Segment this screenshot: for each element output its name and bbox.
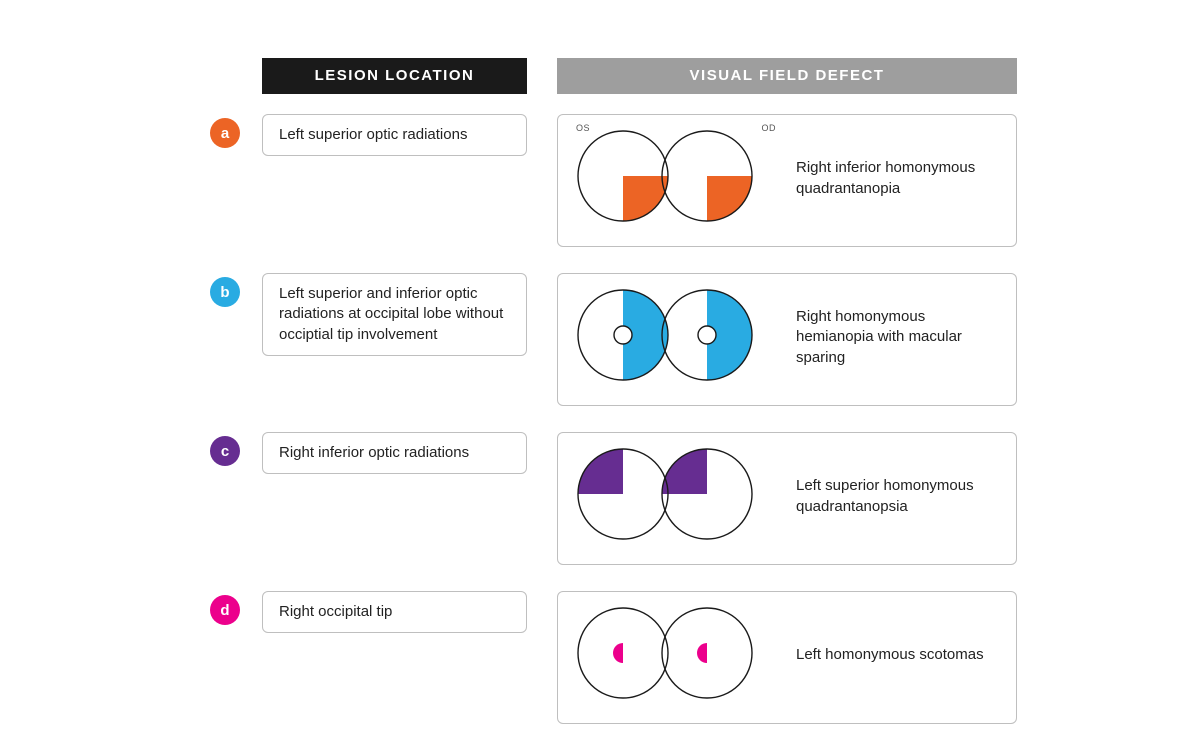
eye-labels: OS OD <box>576 123 776 133</box>
row-b: b Left superior and inferior optic radia… <box>210 273 1030 406</box>
eye-diagram <box>572 443 782 550</box>
row-badge: c <box>210 436 240 466</box>
vfd-box: Left superior homonymous quadrantanopsia <box>557 432 1017 565</box>
eye-diagram <box>572 125 782 232</box>
row-d: d Right occipital tip Left homonymous sc… <box>210 591 1030 724</box>
eye-diagram <box>572 602 782 709</box>
row-badge: b <box>210 277 240 307</box>
defect-text: Left superior homonymous quadrantanopsia <box>782 476 1002 517</box>
row-badge: d <box>210 595 240 625</box>
lesion-box: Left superior optic radiations <box>262 114 527 156</box>
vfd-box: Left homonymous scotomas <box>557 591 1017 724</box>
eye-diagram <box>572 284 782 391</box>
defect-text: Right homonymous hemianopia with macular… <box>782 307 1002 368</box>
row-badge: a <box>210 118 240 148</box>
lesion-box: Right occipital tip <box>262 591 527 633</box>
defect-text: Left homonymous scotomas <box>782 645 984 665</box>
header-lesion: LESION LOCATION <box>262 58 527 94</box>
vfd-box: Right homonymous hemianopia with macular… <box>557 273 1017 406</box>
diagram-container: LESION LOCATION VISUAL FIELD DEFECT a Le… <box>210 58 1030 750</box>
row-c: c Right inferior optic radiations Left s… <box>210 432 1030 565</box>
defect-text: Right inferior homonymous quadrantanopia <box>782 158 1002 199</box>
header-row: LESION LOCATION VISUAL FIELD DEFECT <box>262 58 1030 94</box>
rows-container: a Left superior optic radiations OS OD R… <box>210 114 1030 724</box>
vfd-box: OS OD Right inferior homonymous quadrant… <box>557 114 1017 247</box>
lesion-box: Left superior and inferior optic radiati… <box>262 273 527 356</box>
row-a: a Left superior optic radiations OS OD R… <box>210 114 1030 247</box>
header-vfd: VISUAL FIELD DEFECT <box>557 58 1017 94</box>
eye-label-os: OS <box>576 123 590 133</box>
eye-label-od: OD <box>762 123 777 133</box>
lesion-box: Right inferior optic radiations <box>262 432 527 474</box>
